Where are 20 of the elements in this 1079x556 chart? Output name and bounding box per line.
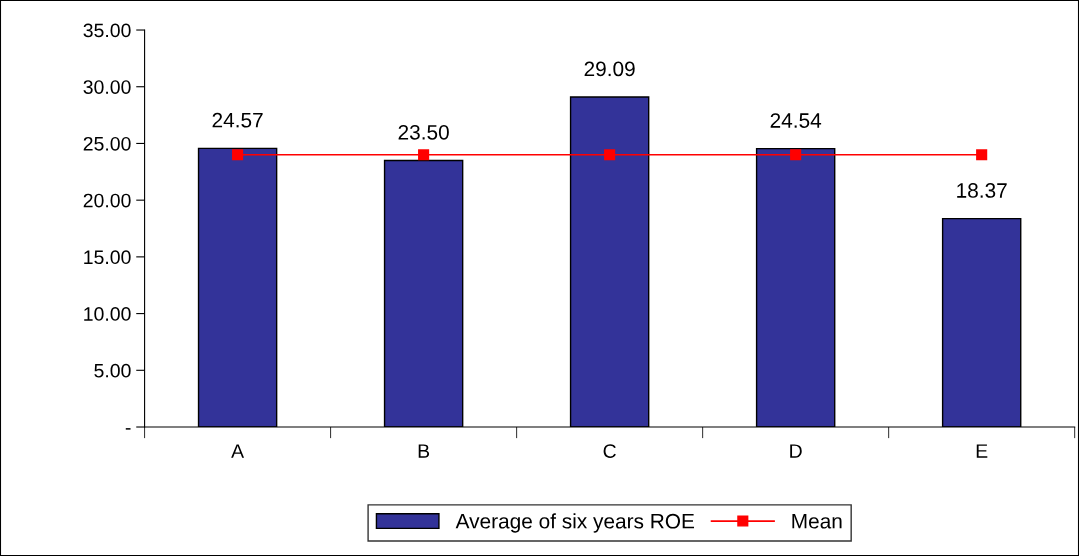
data-label: 23.50 — [398, 124, 449, 140]
y-tick-label: 15.00 — [84, 250, 131, 265]
x-tick-label: A — [231, 444, 245, 458]
y-tick-label: 20.00 — [83, 193, 131, 208]
y-tick-label: - — [125, 428, 131, 430]
y-tick-label: 10.00 — [84, 307, 131, 321]
x-tick-label: B — [418, 444, 430, 458]
x-tick-label: D — [790, 444, 802, 458]
data-label: 29.09 — [584, 61, 635, 77]
data-label: 18.37 — [957, 183, 1007, 198]
y-tick-label: 5.00 — [94, 363, 131, 378]
legend-label: Average of six years ROE — [455, 513, 695, 533]
y-tick-label: 25.00 — [83, 136, 131, 151]
x-tick-label: C — [603, 444, 616, 458]
legend-label: Mean — [792, 514, 842, 529]
data-label: 24.57 — [212, 112, 263, 128]
data-label: 24.54 — [770, 113, 822, 128]
y-tick-label: 30.00 — [83, 80, 131, 94]
y-tick-label: 35.00 — [83, 23, 131, 38]
x-tick-label: E — [976, 444, 988, 458]
